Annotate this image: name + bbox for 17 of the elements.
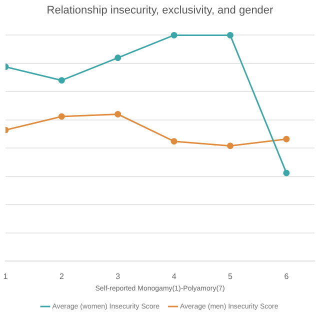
chart-title: Relationship insecurity, exclusivity, and gender xyxy=(46,4,274,17)
point xyxy=(283,136,290,142)
x-tick-label: 6 xyxy=(284,272,290,282)
point xyxy=(58,113,65,120)
point xyxy=(226,32,234,38)
point xyxy=(283,170,290,176)
point xyxy=(114,54,122,62)
point xyxy=(170,32,178,38)
point xyxy=(170,138,178,145)
point xyxy=(58,77,65,84)
x-tick-label: 5 xyxy=(228,272,233,282)
x-tick-label: 1 xyxy=(3,272,8,282)
x-tick-label: 4 xyxy=(172,272,177,282)
x-tick-label: 3 xyxy=(116,272,121,282)
point xyxy=(114,110,122,118)
x-tick-label: 2 xyxy=(59,272,64,282)
point xyxy=(226,142,234,150)
